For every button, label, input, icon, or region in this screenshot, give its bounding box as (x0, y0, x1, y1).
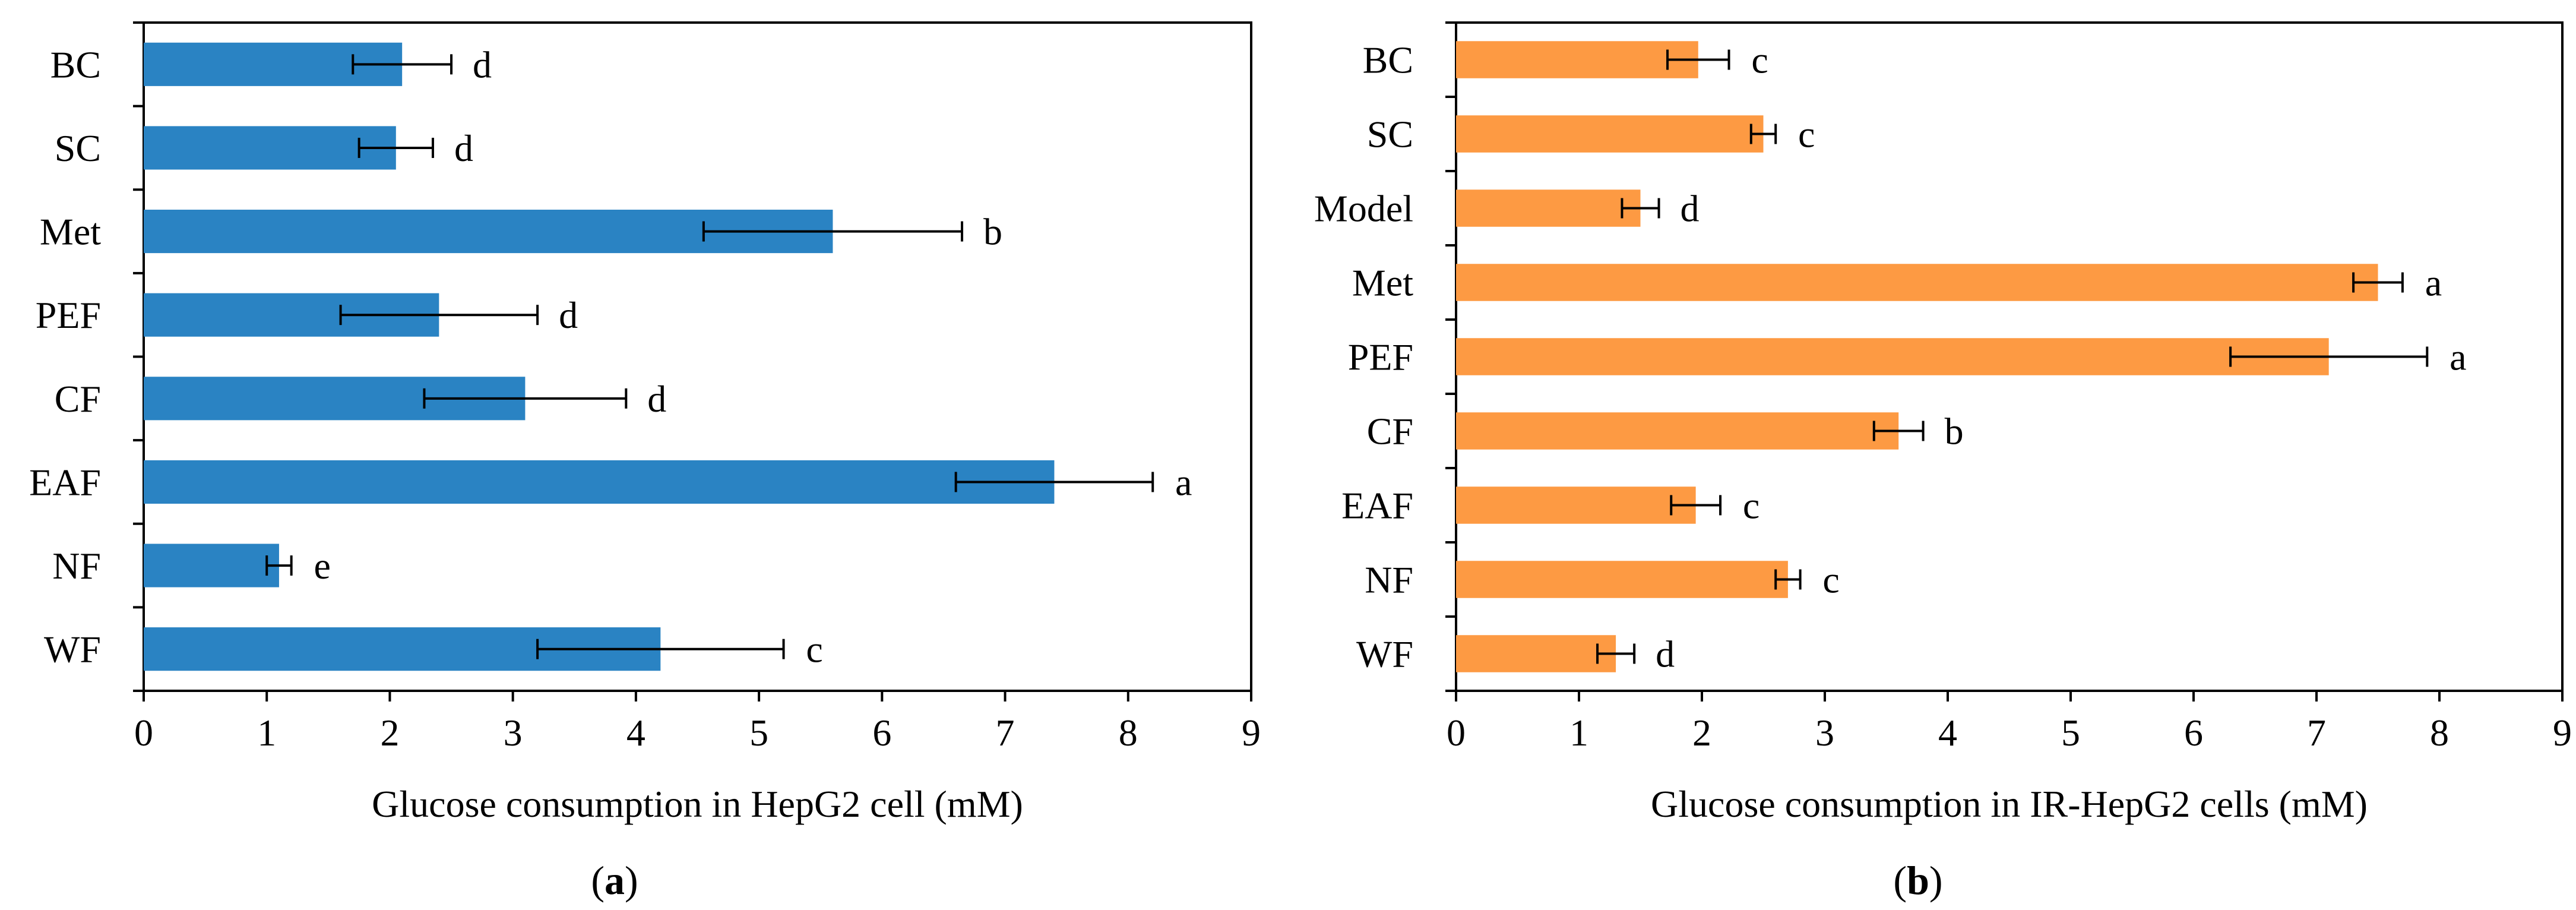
x-tick-label: 5 (2061, 712, 2080, 754)
x-tick-label: 6 (2184, 712, 2203, 754)
significance-letter: b (1945, 410, 1964, 453)
significance-letter: c (806, 628, 822, 671)
x-tick-label: 7 (2307, 712, 2326, 754)
significance-letter: e (314, 545, 330, 587)
bar-sc (144, 126, 396, 170)
significance-letter: a (2450, 336, 2466, 378)
bar-nf (144, 544, 279, 587)
category-label: BC (50, 43, 101, 86)
x-tick-label: 4 (1938, 712, 1957, 754)
significance-letter: c (1798, 113, 1815, 156)
x-tick-label: 2 (1692, 712, 1711, 754)
x-tick-label: 7 (996, 712, 1015, 754)
panel-a: 0 1 2 3 4 5 6 7 8 9 d BC d SC b Met d PEF d CF a EAF e NF c WF Glu… (29, 21, 1261, 903)
bar-wf (1456, 635, 1616, 672)
significance-letter: c (1822, 559, 1839, 601)
category-label: SC (1367, 113, 1413, 156)
significance-letter: d (559, 294, 578, 336)
x-tick-label: 2 (380, 712, 399, 754)
significance-letter: c (1743, 485, 1759, 527)
category-label: Model (1314, 188, 1413, 230)
category-label: NF (1365, 559, 1413, 601)
significance-letter: d (454, 127, 473, 169)
x-axis-label: Glucose consumption in IR-HepG2 cells (m… (1651, 783, 2368, 825)
x-tick-label: 6 (872, 712, 891, 754)
category-label: WF (44, 628, 101, 671)
x-tick-label: 4 (626, 712, 645, 754)
x-tick-label: 0 (134, 712, 153, 754)
category-label: WF (1356, 633, 1413, 675)
bar-bc (1456, 41, 1698, 78)
x-tick-label: 1 (257, 712, 276, 754)
plot-frame (143, 21, 1252, 692)
category-label: CF (55, 378, 101, 420)
x-tick-label: 5 (749, 712, 768, 754)
panel-b: 0 1 2 3 4 5 6 7 8 9 c BC c SC d Model a Met a PEF b CF c EAF c NF… (1314, 21, 2572, 903)
category-label: PEF (1348, 336, 1413, 378)
significance-letter: d (473, 43, 492, 86)
significance-letter: d (1656, 633, 1675, 675)
category-label: SC (55, 127, 101, 169)
x-tick-label: 8 (2430, 712, 2449, 754)
bar-eaf (1456, 486, 1696, 524)
significance-letter: a (2425, 262, 2442, 304)
x-tick-label: 8 (1119, 712, 1138, 754)
category-label: EAF (29, 461, 101, 503)
bar-pef (1456, 338, 2329, 375)
panel-label: (b) (1893, 858, 1942, 903)
significance-letter: c (1751, 39, 1768, 81)
bar-sc (1456, 115, 1764, 153)
x-tick-label: 0 (1447, 712, 1466, 754)
significance-letter: d (1681, 188, 1700, 230)
x-tick-label: 9 (1242, 712, 1261, 754)
significance-letter: d (647, 378, 666, 420)
significance-letter: b (983, 211, 1002, 253)
x-tick-label: 3 (1815, 712, 1834, 754)
category-label: PEF (36, 294, 101, 336)
category-label: NF (52, 545, 101, 587)
bar-model (1456, 189, 1641, 227)
x-tick-label: 3 (504, 712, 523, 754)
bar-nf (1456, 561, 1788, 598)
category-label: BC (1363, 39, 1413, 81)
x-tick-label: 1 (1569, 712, 1588, 754)
category-label: Met (40, 211, 101, 253)
panel-label: (a) (591, 858, 638, 903)
bar-eaf (144, 460, 1055, 504)
bar-met (1456, 264, 2378, 301)
category-label: CF (1367, 410, 1413, 453)
x-axis-label: Glucose consumption in HepG2 cell (mM) (372, 783, 1023, 825)
category-label: Met (1352, 262, 1413, 304)
significance-letter: a (1175, 461, 1192, 503)
bar-cf (1456, 412, 1899, 450)
x-tick-label: 9 (2553, 712, 2572, 754)
category-label: EAF (1341, 485, 1413, 527)
